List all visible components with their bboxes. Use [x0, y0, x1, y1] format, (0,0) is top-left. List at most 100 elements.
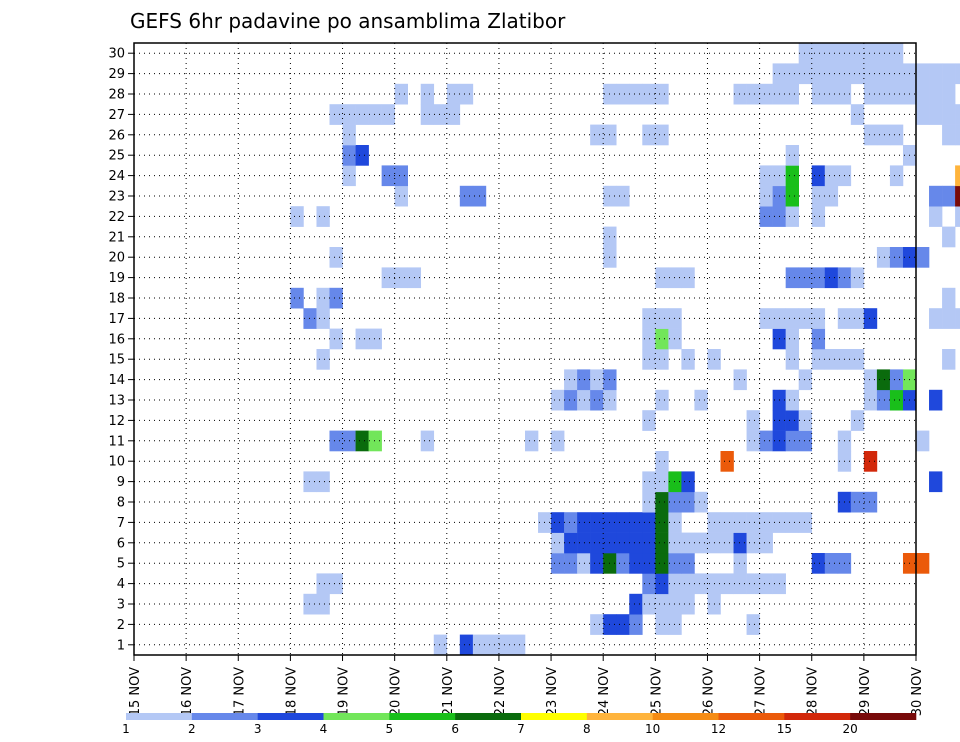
- heatmap-cell: [942, 226, 956, 248]
- heatmap-cell: [564, 369, 578, 391]
- heatmap-cell: [629, 593, 643, 615]
- heatmap-cell: [642, 328, 656, 350]
- heatmap-cell: [785, 410, 799, 431]
- heatmap-cell: [746, 532, 760, 554]
- heatmap-cell: [759, 206, 773, 227]
- heatmap-cell: [929, 206, 943, 227]
- heatmap-cell: [394, 185, 408, 207]
- heatmap-cell: [798, 410, 813, 431]
- heatmap-cell: [733, 83, 747, 105]
- heatmap-cell: [394, 165, 408, 187]
- heatmap-cell: [785, 308, 799, 329]
- heatmap-cell: [368, 430, 382, 452]
- heatmap-cell: [824, 43, 839, 64]
- heatmap-cell: [929, 104, 943, 125]
- legend-label: 4: [320, 722, 328, 736]
- heatmap-cell: [942, 83, 956, 105]
- heatmap-cell: [942, 349, 956, 370]
- heatmap-cell: [811, 267, 826, 289]
- x-tick-label: 29 NOV: [858, 667, 873, 716]
- heatmap-cell: [798, 369, 813, 391]
- heatmap-cell: [303, 471, 317, 493]
- legend-label: 1: [122, 722, 130, 736]
- y-tick-label: 4: [117, 577, 125, 592]
- heatmap-cell: [850, 410, 865, 431]
- heatmap-cell: [303, 308, 317, 329]
- heatmap-cell: [564, 389, 578, 411]
- heatmap-cell: [811, 63, 826, 85]
- y-tick-label: 11: [108, 434, 125, 449]
- heatmap-cell: [863, 308, 878, 329]
- heatmap-cell: [368, 328, 382, 350]
- heatmap-cell: [798, 63, 813, 85]
- heatmap-cell: [824, 63, 839, 85]
- chart-title: GEFS 6hr padavine po ansamblima Zlatibor: [130, 9, 566, 33]
- heatmap-cell: [355, 328, 369, 350]
- heatmap-cell: [668, 328, 682, 350]
- legend-swatch: [323, 713, 390, 720]
- heatmap-cell: [759, 532, 773, 554]
- x-tick-label: 27 NOV: [754, 667, 769, 716]
- heatmap-cell: [824, 553, 839, 574]
- heatmap-cell: [420, 83, 435, 105]
- heatmap-cell: [955, 63, 960, 85]
- heatmap-cell: [889, 83, 904, 105]
- heatmap-cell: [942, 287, 956, 309]
- heatmap-cell: [290, 206, 304, 227]
- heatmap-cell: [759, 430, 773, 452]
- heatmap-cell: [746, 410, 760, 431]
- heatmap-cell: [655, 532, 669, 554]
- heatmap-cell: [681, 532, 695, 554]
- x-tick-label: 22 NOV: [493, 667, 508, 716]
- heatmap-cell: [511, 634, 526, 656]
- heatmap-cell: [668, 593, 682, 615]
- heatmap-cell: [824, 165, 839, 187]
- heatmap-cell: [616, 185, 630, 207]
- y-tick-label: 15: [108, 353, 125, 368]
- heatmap-cell: [811, 185, 826, 207]
- heatmap-cell: [655, 614, 669, 635]
- heatmap-cell: [942, 104, 956, 125]
- heatmap-cell: [381, 104, 395, 125]
- heatmap-cell: [863, 124, 878, 146]
- heatmap-cell: [824, 267, 839, 289]
- heatmap-cell: [942, 124, 956, 146]
- heatmap-cell: [798, 267, 813, 289]
- heatmap-cell: [655, 512, 669, 533]
- heatmap-cell: [785, 328, 799, 350]
- heatmap-cell: [329, 573, 343, 595]
- legend-swatch: [652, 713, 719, 720]
- heatmap-cell: [733, 532, 747, 554]
- heatmap-cell: [863, 43, 878, 64]
- heatmap-cell: [785, 185, 799, 207]
- legend-swatch: [389, 713, 456, 720]
- heatmap-cell: [811, 83, 826, 105]
- heatmap-cell: [642, 83, 656, 105]
- heatmap-cell: [590, 512, 604, 533]
- legend-label: 10: [645, 722, 660, 736]
- heatmap-cell: [681, 553, 695, 574]
- heatmap-cell: [564, 553, 578, 574]
- y-tick-label: 8: [117, 496, 125, 511]
- heatmap-cell: [629, 512, 643, 533]
- heatmap-cell: [916, 247, 930, 268]
- heatmap-cell: [720, 532, 734, 554]
- heatmap-cell: [668, 267, 682, 289]
- heatmap-cell: [681, 593, 695, 615]
- legend-swatch: [586, 713, 653, 720]
- heatmap-cell: [811, 328, 826, 350]
- heatmap-cell: [811, 165, 826, 187]
- heatmap-cell: [551, 553, 565, 574]
- gridlines: [134, 43, 916, 655]
- heatmap-cell: [876, 247, 891, 268]
- heatmap-cell: [655, 451, 669, 472]
- heatmap-cell: [955, 206, 960, 227]
- x-tick-label: 20 NOV: [389, 667, 404, 716]
- heatmap-cell: [642, 491, 656, 513]
- heatmap-cell: [916, 83, 930, 105]
- heatmap-cell: [577, 553, 591, 574]
- heatmap-cell: [459, 83, 474, 105]
- heatmap-cell: [329, 287, 343, 309]
- heatmap-cell: [642, 471, 656, 493]
- heatmap-cell: [785, 145, 799, 166]
